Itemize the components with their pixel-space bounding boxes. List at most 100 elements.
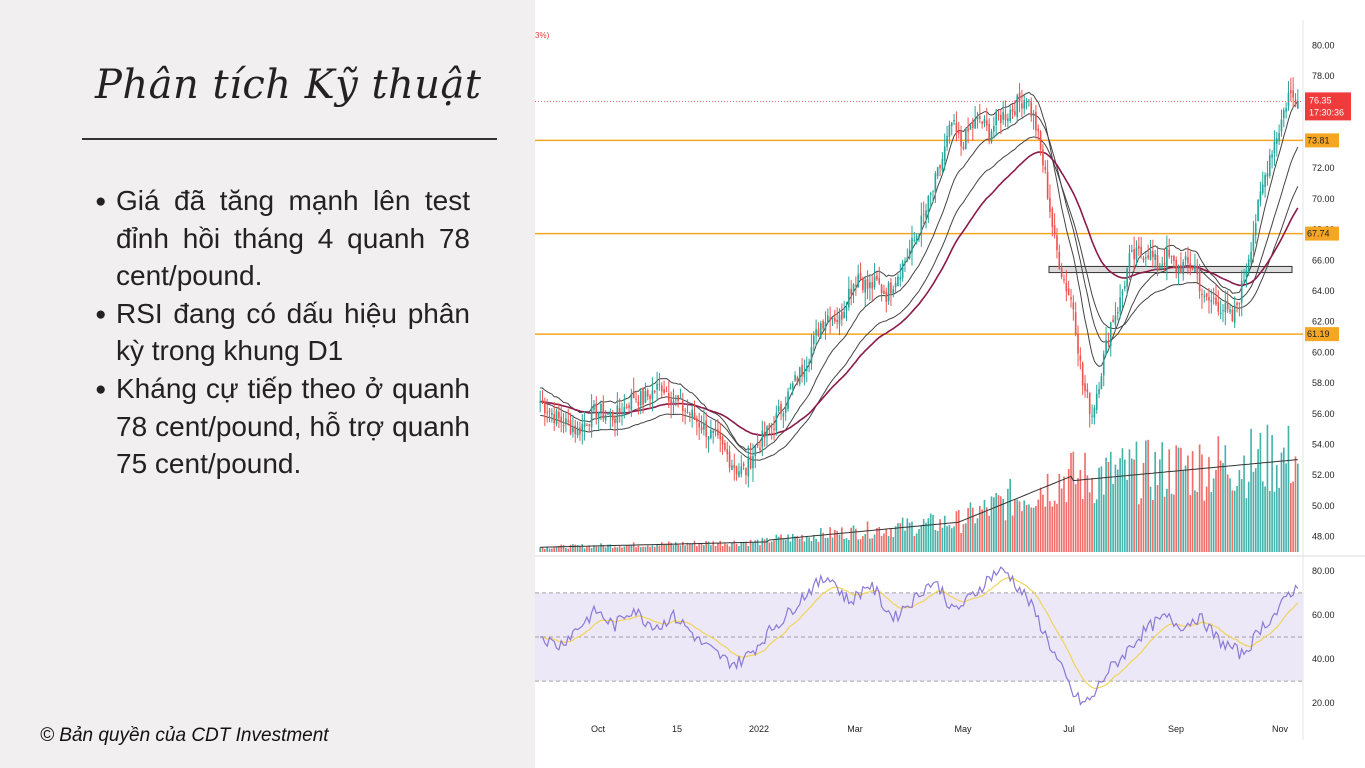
candle-body [637,401,640,406]
candle-body [941,159,944,171]
candle-body [960,130,962,147]
candle-body [859,272,862,280]
candle-body [971,122,974,128]
candle-body [885,291,888,302]
volume-bar [1175,445,1178,552]
volume-bar [728,546,731,552]
volume-bar [1067,468,1070,552]
candle-body [590,407,593,428]
candle-body [1007,118,1009,121]
candle-body [892,289,895,296]
volume-bar [1016,499,1019,552]
candle-body [1093,407,1096,418]
candle-body [848,288,850,308]
volume-bar [1135,441,1138,552]
volume-bar [1021,511,1023,552]
candle-body [754,446,757,457]
candle-body [855,285,857,287]
candle-body [572,427,574,433]
volume-bar [1032,507,1035,552]
volume-bar [1088,492,1091,552]
candle-body [803,372,806,378]
candle-body [717,429,719,436]
volume-bar [826,537,829,552]
level-price-label: 73.81 [1307,135,1330,145]
volume-bar [892,536,895,552]
candle-body [1049,197,1051,212]
volume-bar [551,548,553,552]
candle-body [1035,111,1037,131]
volume-bar [1152,500,1154,552]
volume-bar [855,528,857,552]
volume-bar [967,508,969,552]
volume-bar [1266,424,1269,552]
volume-bar [639,547,642,552]
volume-bar [546,546,549,552]
volume-bar [1035,505,1037,552]
candle-body [714,429,717,432]
volume-bar [908,522,911,552]
volume-bar [899,523,902,552]
candle-body [1203,295,1206,297]
candle-body [1114,315,1117,325]
candle-body [1191,268,1194,270]
candle-body [679,397,682,399]
candle-body [1275,138,1278,144]
candle-body [761,430,764,448]
candle-body [710,430,712,439]
candle-body [586,424,588,426]
price-tick-label: 62.00 [1312,317,1335,327]
candle-body [1280,119,1283,132]
volume-bar [1093,503,1096,552]
volume-bar [609,544,612,552]
candle-body [574,425,577,435]
candle-body [721,436,724,445]
rsi-tick-label: 80.00 [1312,566,1335,576]
volume-bar [555,547,558,552]
volume-bar [1224,445,1227,552]
volume-bar [775,534,778,552]
candle-body [862,278,864,291]
candle-body [756,443,759,446]
volume-bar [1154,451,1157,552]
candle-body [990,131,993,143]
candle-body [1067,288,1070,296]
ma-slow-line [540,151,1299,437]
volume-bar [618,546,621,552]
volume-bar [698,543,701,552]
volume-bar [1100,466,1103,552]
volume-bar [1243,455,1245,552]
candle-body [829,317,831,321]
candle-body [901,262,904,279]
time-tick-label: Oct [591,724,606,734]
candle-body [817,329,820,336]
volume-bar [679,545,682,552]
candle-body [962,146,965,149]
candle-body [953,120,955,122]
volume-bar [1257,449,1259,552]
candle-body [1219,312,1222,315]
candle-body [997,114,1000,116]
volume-bar [766,538,768,552]
candle-body [1023,99,1026,109]
candle-body [618,407,621,414]
volume-bar [927,518,930,552]
candle-body [670,399,672,406]
candle-body [656,383,658,390]
volume-bar [1025,504,1028,552]
candle-body [742,463,745,466]
candle-body [745,467,747,475]
volume-bar [1009,478,1012,552]
candle-body [1222,310,1224,312]
volume-bar [747,545,750,552]
candle-body [674,398,677,400]
volume-bar [651,545,654,552]
volume-bar [539,547,541,552]
volume-bar [1273,491,1276,552]
candle-body [1002,111,1005,120]
candle-body [1051,208,1054,227]
volume-bar [962,524,965,552]
volume-bar [1261,481,1264,552]
candle-body [1163,262,1166,265]
candle-body [857,274,860,288]
